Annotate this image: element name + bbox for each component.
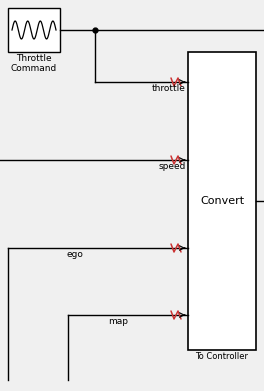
Text: map: map [108,317,128,326]
Bar [8,8,60,52]
Bar [188,52,256,350]
Text: speed: speed [159,162,186,171]
Text: To Controller: To Controller [196,352,248,361]
Text: Convert: Convert [200,196,244,206]
Text: Throttle
Command: Throttle Command [11,54,57,74]
Text: throttle: throttle [152,84,186,93]
Text: ego: ego [66,250,83,259]
